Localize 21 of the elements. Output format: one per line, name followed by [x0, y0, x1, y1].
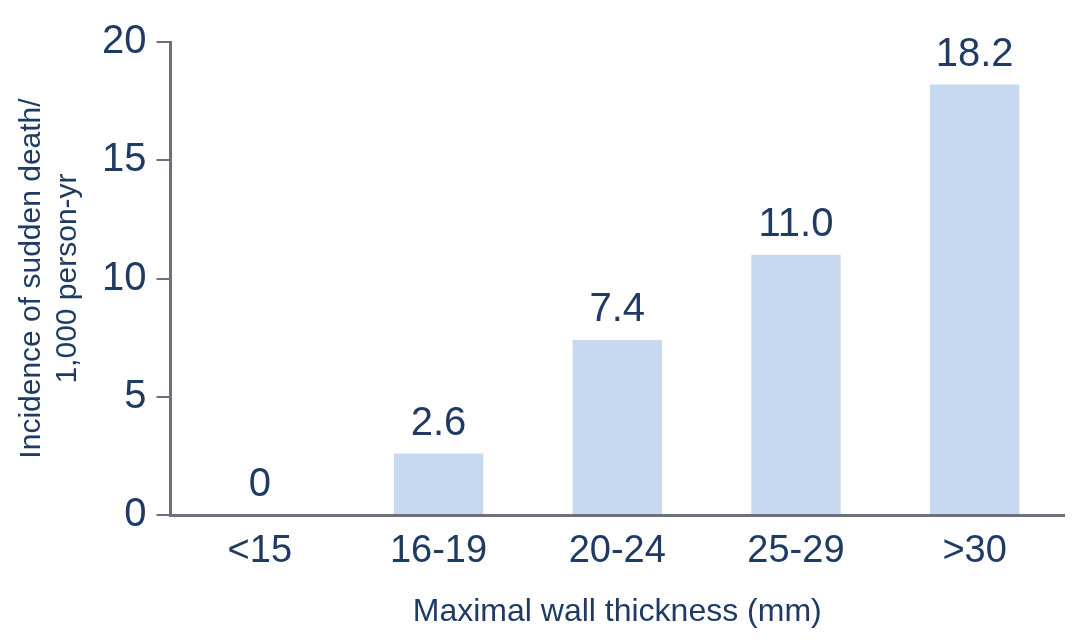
data-label: 7.4 — [589, 285, 646, 330]
y-tick-label: 10 — [101, 253, 147, 298]
bar — [572, 339, 662, 514]
x-axis-title: Maximal wall thickness (mm) — [412, 591, 822, 628]
data-label: 18.2 — [935, 29, 1014, 74]
x-tick-label: <15 — [227, 528, 293, 571]
data-label: 0 — [248, 460, 271, 505]
data-label: 11.0 — [758, 199, 834, 244]
y-tick-label: 15 — [101, 135, 147, 180]
y-axis-title: Incidence of sudden death/ 1,000 person-yr — [13, 97, 83, 459]
bar — [393, 453, 484, 514]
x-tick-label: 16-19 — [389, 528, 488, 571]
y-tick-label: 5 — [124, 371, 147, 416]
y-tick-label: 20 — [101, 17, 147, 62]
x-tick-label: 25-29 — [747, 528, 845, 571]
x-tick-label: 20-24 — [568, 528, 666, 571]
bar — [751, 254, 841, 514]
x-tick-label: >30 — [942, 528, 1007, 571]
data-label: 2.6 — [410, 398, 467, 443]
bar — [929, 84, 1020, 514]
y-tick-label: 0 — [124, 490, 147, 535]
